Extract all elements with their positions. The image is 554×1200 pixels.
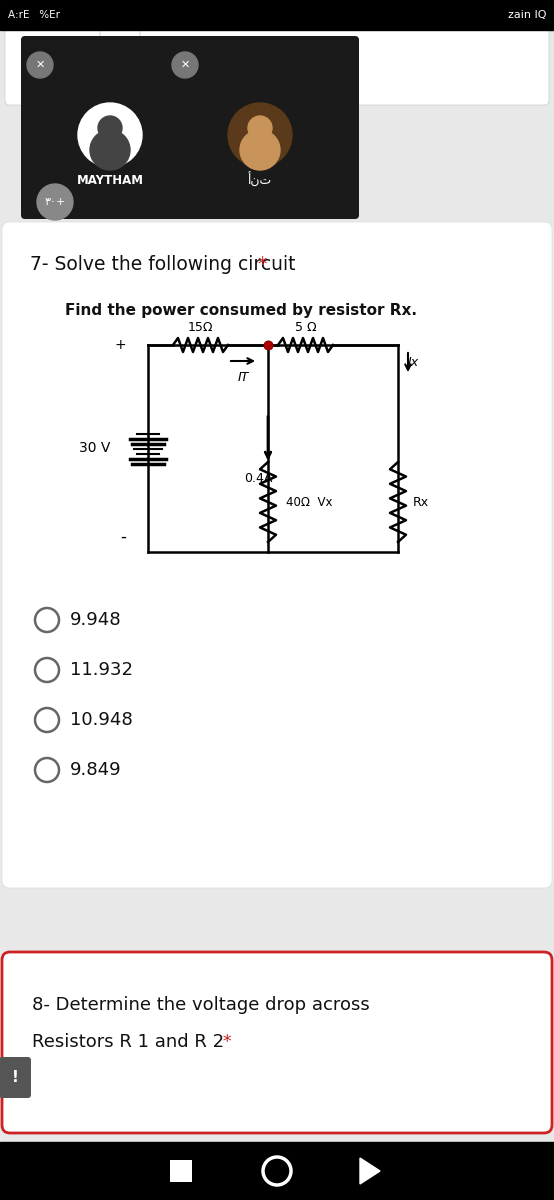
Text: 9.849: 9.849 bbox=[70, 761, 122, 779]
Circle shape bbox=[35, 708, 59, 732]
Text: Ix: Ix bbox=[408, 356, 419, 370]
Text: أنت: أنت bbox=[248, 173, 272, 187]
Text: 40Ω  Vx: 40Ω Vx bbox=[286, 496, 332, 509]
Text: 7- Solve the following circuit: 7- Solve the following circuit bbox=[30, 256, 295, 275]
Circle shape bbox=[263, 1157, 291, 1186]
FancyBboxPatch shape bbox=[2, 952, 552, 1133]
Text: 9.948: 9.948 bbox=[70, 611, 122, 629]
Text: 5 Ω: 5 Ω bbox=[295, 320, 316, 334]
Circle shape bbox=[248, 116, 272, 140]
FancyBboxPatch shape bbox=[21, 36, 359, 218]
Bar bbox=[170, 1160, 192, 1182]
Circle shape bbox=[37, 184, 73, 220]
Circle shape bbox=[35, 658, 59, 682]
Text: A:rE   %Er: A:rE %Er bbox=[8, 10, 60, 20]
Circle shape bbox=[228, 103, 292, 167]
Text: -: - bbox=[120, 528, 126, 546]
Text: 11.932: 11.932 bbox=[70, 661, 133, 679]
Text: Resistors R 1 and R 2: Resistors R 1 and R 2 bbox=[32, 1033, 224, 1051]
Circle shape bbox=[100, 14, 140, 55]
Circle shape bbox=[78, 103, 142, 167]
Bar bbox=[0, 1142, 554, 1200]
Text: 30 V: 30 V bbox=[79, 442, 110, 456]
Circle shape bbox=[98, 116, 122, 140]
Text: ۳۰+: ۳۰+ bbox=[44, 197, 66, 206]
Text: ✕: ✕ bbox=[180, 60, 189, 70]
Circle shape bbox=[35, 758, 59, 782]
Text: 10.948: 10.948 bbox=[70, 710, 133, 728]
Bar bbox=[0, 0, 554, 30]
Text: Rx: Rx bbox=[413, 496, 429, 509]
Text: zain IQ: zain IQ bbox=[507, 10, 546, 20]
Circle shape bbox=[90, 130, 130, 170]
Text: +: + bbox=[114, 338, 126, 352]
Circle shape bbox=[172, 52, 198, 78]
FancyBboxPatch shape bbox=[0, 1057, 31, 1098]
Text: ✕: ✕ bbox=[35, 60, 45, 70]
Text: 15Ω: 15Ω bbox=[188, 320, 213, 334]
Circle shape bbox=[240, 130, 280, 170]
Text: !: ! bbox=[12, 1070, 18, 1086]
Text: *: * bbox=[252, 256, 267, 275]
Polygon shape bbox=[360, 1158, 380, 1184]
Circle shape bbox=[35, 608, 59, 632]
Text: Find the power consumed by resistor Rx.: Find the power consumed by resistor Rx. bbox=[65, 302, 417, 318]
FancyBboxPatch shape bbox=[5, 14, 549, 104]
Text: IT: IT bbox=[237, 371, 249, 384]
Text: *: * bbox=[217, 1033, 232, 1051]
Circle shape bbox=[27, 52, 53, 78]
Circle shape bbox=[100, 14, 140, 55]
Text: 0.4A: 0.4A bbox=[244, 472, 272, 485]
FancyBboxPatch shape bbox=[2, 222, 552, 888]
Text: 8- Determine the voltage drop across: 8- Determine the voltage drop across bbox=[32, 996, 370, 1014]
Text: MAYTHAM: MAYTHAM bbox=[76, 174, 143, 186]
